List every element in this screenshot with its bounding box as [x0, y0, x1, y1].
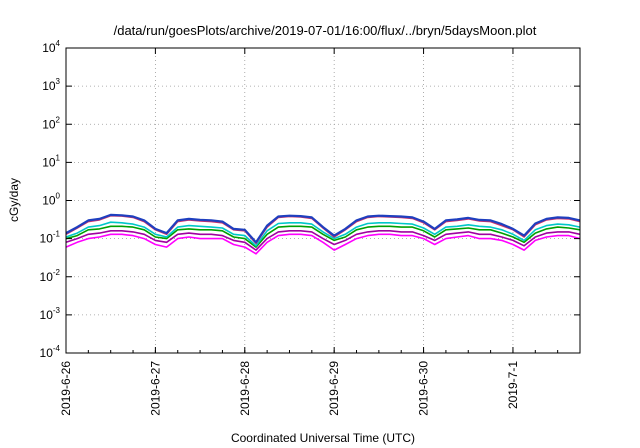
y-tick-label: 10-4	[40, 344, 61, 360]
x-tick-label: 2019-7-1	[506, 361, 520, 409]
y-tick-base: 10	[42, 155, 56, 169]
y-tick-exponent: 1	[56, 153, 61, 162]
y-tick-base: 10	[40, 232, 54, 246]
y-tick-exponent: 3	[56, 77, 61, 86]
y-tick-exponent: -2	[53, 268, 61, 277]
y-tick-label: 102	[42, 115, 60, 131]
x-axis-label: Coordinated Universal Time (UTC)	[231, 431, 415, 445]
chart-title: /data/run/goesPlots/archive/2019-07-01/1…	[114, 23, 537, 38]
y-tick-base: 10	[42, 79, 56, 93]
series-line	[65, 221, 581, 247]
x-tick-label: 2019-6-28	[238, 361, 252, 416]
grid	[66, 48, 580, 353]
series-line	[65, 225, 581, 248]
y-tick-label: 10-2	[40, 268, 61, 284]
series-line	[65, 233, 581, 255]
x-tick-label: 2019-6-27	[148, 361, 162, 416]
y-tick-label: 10-3	[40, 306, 61, 322]
y-tick-exponent: 2	[56, 115, 61, 124]
y-tick-base: 10	[40, 270, 54, 284]
y-tick-label: 103	[42, 77, 60, 93]
x-tick-label: 2019-6-26	[59, 361, 73, 416]
y-tick-base: 10	[42, 194, 56, 208]
y-tick-base: 10	[42, 117, 56, 131]
y-tick-exponent: -4	[53, 344, 61, 353]
series-group	[65, 213, 581, 255]
y-tick-exponent: -3	[53, 306, 61, 315]
y-tick-label: 100	[42, 192, 60, 208]
y-tick-label: 104	[42, 39, 60, 55]
y-tick-exponent: 0	[56, 192, 61, 201]
y-tick-label: 10-1	[40, 230, 61, 246]
x-tick-label: 2019-6-30	[417, 361, 431, 416]
series-line	[65, 213, 581, 244]
y-tick-base: 10	[40, 308, 54, 322]
x-tick-label: 2019-6-29	[327, 361, 341, 416]
series-line	[65, 230, 581, 251]
y-tick-label: 101	[42, 153, 60, 169]
x-axis: 2019-6-26 2019-6-27 2019-6-28 2019-6-29 2019…	[59, 48, 581, 416]
y-tick-exponent: -1	[53, 230, 61, 239]
y-tick-base: 10	[42, 41, 56, 55]
y-tick-exponent: 4	[56, 39, 61, 48]
y-tick-base: 10	[40, 346, 54, 360]
y-axis-label: cGy/day	[7, 178, 21, 222]
